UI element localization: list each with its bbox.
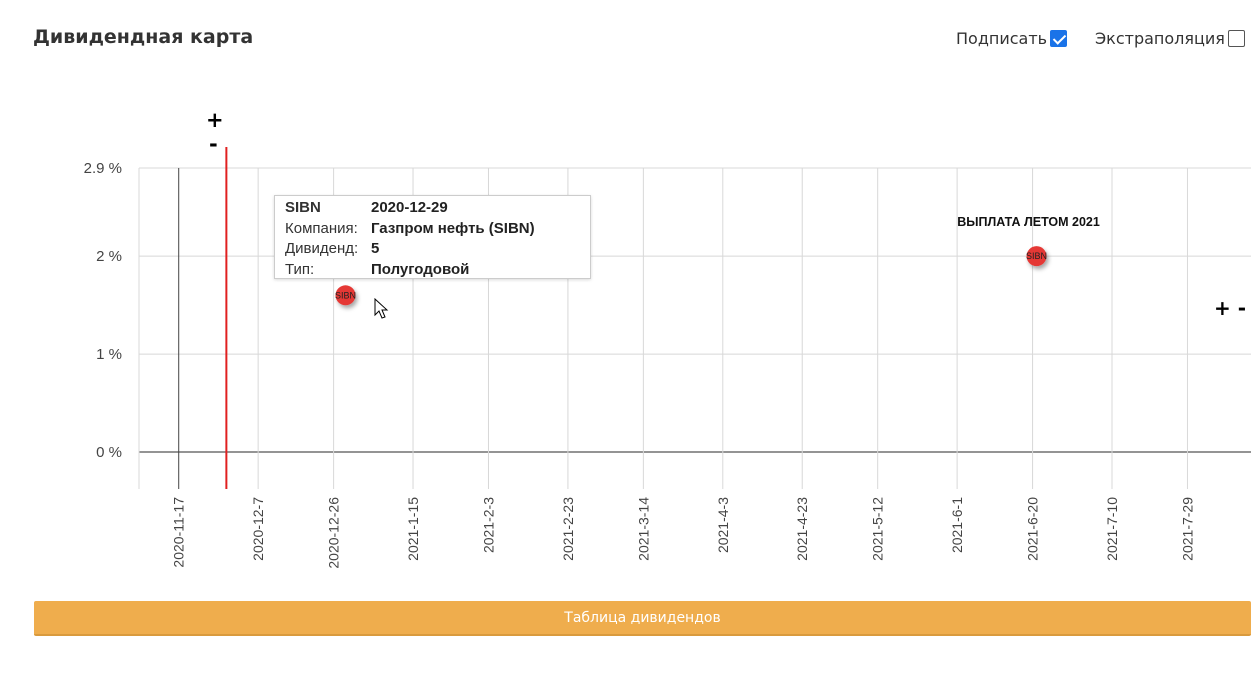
tooltip-type-key: Тип: [285, 260, 315, 278]
x-tick-label: 2021-4-3 [715, 497, 731, 553]
sign-label: Подписать [956, 29, 1048, 48]
dividend-table-button[interactable]: Таблица дивидендов [34, 601, 1251, 636]
zoom-in-button[interactable]: + [206, 108, 224, 132]
x-tick-label: 2021-7-29 [1179, 497, 1195, 561]
x-tick-label: 2020-11-17 [171, 497, 187, 568]
x-tick-label: 2021-4-23 [794, 497, 810, 561]
sign-toggle[interactable]: Подписать [956, 29, 1068, 48]
y-tick-label: 1 % [96, 346, 122, 363]
x-tick-label: 2021-1-15 [405, 497, 421, 561]
zoom-out-button[interactable]: - [209, 132, 218, 156]
x-tick-label: 2021-2-3 [480, 497, 496, 553]
marks-layer: SIBN SIBN ВЫПЛАТА ЛЕТОМ 2021 [225, 147, 1100, 489]
extrapolation-label: Экстраполяция [1095, 29, 1225, 48]
y-tick-label: 2.9 % [84, 160, 122, 177]
x-tick-label: 2021-5-12 [870, 497, 886, 561]
tooltip: SIBN 2020-12-29 Компания: Газпром нефть … [274, 195, 591, 279]
mouse-cursor-icon [374, 298, 389, 319]
extrapolation-toggle[interactable]: Экстраполяция [1095, 29, 1245, 48]
tooltip-company-value: Газпром нефть (SIBN) [371, 219, 535, 237]
header: Дивидендная карта Подписать Экстраполяци… [0, 0, 1251, 80]
sign-checkbox[interactable] [1050, 30, 1068, 47]
tooltip-dividend-value: 5 [371, 240, 380, 257]
x-tick-label: 2021-2-23 [560, 497, 576, 561]
y-tick-label: 2 % [96, 248, 122, 265]
y-tick-label: 0 % [96, 444, 122, 461]
data-point [1026, 246, 1047, 267]
x-tick-label: 2021-3-14 [635, 497, 651, 561]
tooltip-dividend-key: Дивиденд: [285, 240, 359, 257]
point-annotation: ВЫПЛАТА ЛЕТОМ 2021 [957, 215, 1100, 229]
tooltip-type-value: Полугодовой [371, 260, 470, 278]
tooltip-company-key: Компания: [285, 219, 358, 237]
zoom-right-controls[interactable]: + - [1214, 296, 1247, 320]
x-tick-label: 2021-7-10 [1104, 497, 1120, 561]
axis-layer: 2.9 % 2 % 1 % 0 % 2020-11-17 2020-12-7 2020-12… [84, 160, 1196, 569]
x-tick-label: 2021-6-20 [1025, 497, 1041, 561]
tooltip-date: 2020-12-29 [371, 199, 448, 216]
tooltip-ticker: SIBN [285, 199, 321, 216]
page-title: Дивидендная карта [33, 26, 254, 48]
dividend-chart: 2.9 % 2 % 1 % 0 % 2020-11-17 2020-12-7 2020-12… [84, 147, 1251, 569]
x-tick-label: 2020-12-7 [250, 497, 266, 561]
point-label: SIBN [335, 290, 356, 300]
extrapolation-checkbox[interactable] [1227, 30, 1245, 47]
data-point [335, 285, 356, 306]
x-tick-label: 2021-6-1 [949, 497, 965, 553]
x-tick-label: 2020-12-26 [326, 497, 342, 569]
point-label: SIBN [1026, 251, 1047, 261]
